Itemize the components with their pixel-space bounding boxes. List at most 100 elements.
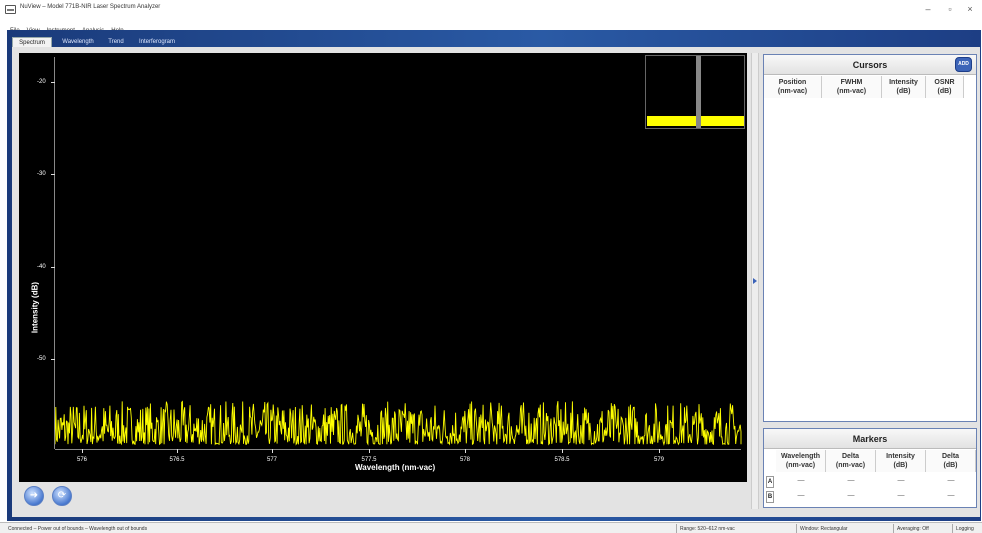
x-tick-mark — [177, 449, 178, 453]
status-message: Connected – Power out of bounds – Wavele… — [8, 526, 148, 532]
marker-a-intensity: — — [897, 477, 905, 484]
tab-trend[interactable]: Trend — [108, 39, 124, 45]
overview-plot[interactable] — [645, 55, 745, 129]
y-tick-label: -20 — [37, 79, 46, 85]
col-name: FWHM — [840, 79, 863, 86]
x-tick-mark — [82, 449, 83, 453]
x-tick-mark — [562, 449, 563, 453]
minimize-button[interactable]: – — [925, 4, 931, 14]
x-tick-label: 578.5 — [554, 457, 570, 463]
col-unit: (nm-vac) — [835, 462, 866, 469]
col-name: Delta — [941, 453, 960, 460]
col-unit: (dB) — [896, 88, 911, 95]
refresh-icon[interactable]: ⟳ — [52, 486, 72, 506]
x-tick-mark — [465, 449, 466, 453]
status-averaging: Averaging: Off — [897, 526, 929, 532]
x-tick-mark — [659, 449, 660, 453]
x-tick-label: 576.5 — [169, 457, 185, 463]
marker-a-wavelength: — — [797, 477, 805, 484]
add-cursor-button[interactable]: ADD — [955, 57, 972, 72]
x-tick-label: 577 — [266, 457, 278, 463]
marker-b-delta-nm: — — [847, 492, 855, 499]
y-axis-label: Intensity (dB) — [30, 281, 40, 334]
status-logging[interactable]: Logging — [956, 526, 974, 532]
x-tick-label: 576 — [76, 457, 88, 463]
run-arrow-icon[interactable]: ➜ — [24, 486, 44, 506]
overview-slider-handle[interactable] — [696, 56, 701, 128]
markers-title: Markers — [764, 429, 976, 449]
markers-col-delta-db[interactable]: Delta (dB) — [926, 450, 976, 472]
cursors-col-osnr[interactable]: OSNR (dB) — [926, 76, 964, 98]
restore-button[interactable]: ▫ — [948, 4, 952, 14]
col-name: Position — [778, 79, 807, 86]
y-tick-label: -50 — [37, 356, 46, 362]
marker-b-delta-db: — — [947, 492, 955, 499]
status-window: Window: Rectangular — [800, 526, 848, 532]
title-bar: NuView – Model 771B-NIR Laser Spectrum A… — [0, 0, 982, 20]
col-name: Wavelength — [780, 453, 821, 460]
spectrum-trace — [54, 400, 742, 446]
markers-panel: Markers Wavelength (nm-vac) Delta (nm-va… — [763, 428, 977, 508]
y-tick-label: -40 — [37, 264, 46, 270]
x-tick-label: 579 — [653, 457, 665, 463]
window-title: NuView – Model 771B-NIR Laser Spectrum A… — [20, 4, 161, 10]
y-axis — [54, 57, 55, 449]
status-separator — [893, 524, 894, 533]
cursors-panel: Cursors ADD Position (nm-vac) FWHM (nm-v… — [763, 54, 977, 422]
col-name: OSNR — [934, 79, 955, 86]
cursors-col-position[interactable]: Position (nm-vac) — [764, 76, 822, 98]
markers-col-wavelength[interactable]: Wavelength (nm-vac) — [776, 450, 826, 472]
spectrum-trace-svg — [54, 400, 742, 446]
col-name: Intensity — [886, 453, 915, 460]
status-separator — [676, 524, 677, 533]
x-axis — [55, 449, 741, 450]
x-tick-mark — [369, 449, 370, 453]
marker-row-a-label: A — [766, 476, 774, 488]
marker-b-wavelength: — — [797, 492, 805, 499]
spectrum-plot[interactable]: -20 -30 -40 -50 576 576.5 577 577.5 578 … — [19, 53, 747, 482]
x-tick-mark — [272, 449, 273, 453]
x-tick-label: 577.5 — [361, 457, 377, 463]
col-unit: (nm-vac) — [777, 88, 808, 95]
marker-a-delta-nm: — — [847, 477, 855, 484]
status-separator — [796, 524, 797, 533]
x-tick-label: 578 — [459, 457, 471, 463]
y-tick-mark — [51, 359, 55, 360]
col-name: Delta — [841, 453, 860, 460]
col-unit: (dB) — [943, 462, 958, 469]
x-axis-label: Wavelength (nm-vac) — [355, 463, 436, 472]
status-bar: Connected – Power out of bounds – Wavele… — [0, 522, 982, 533]
col-unit: (nm-vac) — [836, 88, 867, 95]
tab-wavelength[interactable]: Wavelength — [62, 39, 94, 45]
status-separator — [952, 524, 953, 533]
col-name: Intensity — [889, 79, 918, 86]
marker-row-b-label: B — [766, 491, 774, 503]
app-icon — [5, 5, 16, 14]
close-button[interactable]: × — [967, 4, 973, 14]
col-unit: (nm-vac) — [785, 462, 816, 469]
tab-spectrum[interactable]: Spectrum — [12, 37, 52, 47]
y-tick-mark — [51, 174, 55, 175]
marker-b-intensity: — — [897, 492, 905, 499]
tab-interferogram[interactable]: Interferogram — [138, 39, 175, 45]
status-range: Range: 520–612 nm-vac — [680, 526, 735, 532]
y-tick-mark — [51, 267, 55, 268]
y-tick-label: -30 — [37, 171, 46, 177]
y-tick-mark — [51, 82, 55, 83]
cursors-col-intensity[interactable]: Intensity (dB) — [882, 76, 926, 98]
collapse-arrow-icon[interactable] — [753, 278, 757, 284]
panel-splitter[interactable] — [751, 53, 759, 509]
cursors-col-fwhm[interactable]: FWHM (nm-vac) — [822, 76, 882, 98]
col-unit: (dB) — [937, 88, 952, 95]
markers-title-text: Markers — [852, 434, 888, 444]
menu-bar: FileViewInstrumentAnalysisHelp — [0, 19, 300, 34]
cursors-title: Cursors ADD — [764, 55, 976, 75]
tab-bar: Spectrum Wavelength Trend Interferogram — [12, 37, 312, 47]
markers-col-delta-nm[interactable]: Delta (nm-vac) — [826, 450, 876, 472]
markers-col-intensity[interactable]: Intensity (dB) — [876, 450, 926, 472]
col-unit: (dB) — [893, 462, 908, 469]
marker-a-delta-db: — — [947, 477, 955, 484]
overview-trace — [647, 116, 744, 126]
cursors-title-text: Cursors — [852, 60, 888, 70]
